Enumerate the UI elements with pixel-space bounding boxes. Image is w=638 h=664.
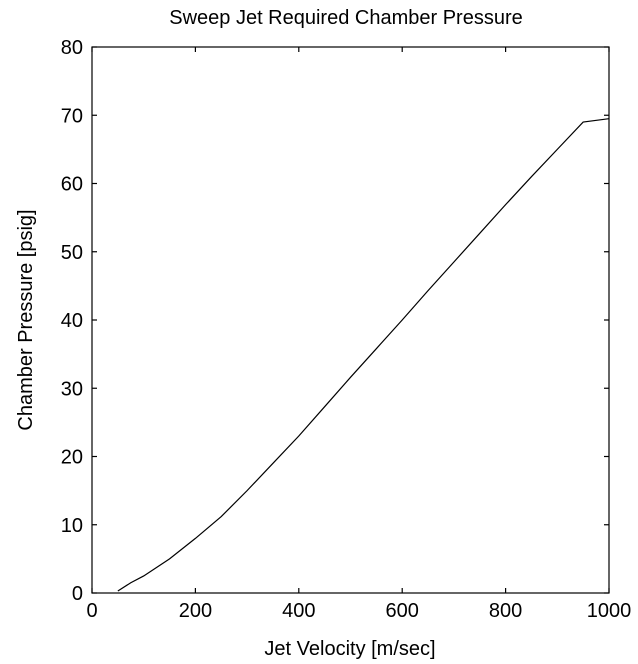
- x-tick-label: 600: [386, 600, 419, 622]
- x-axis-label: Jet Velocity [m/sec]: [264, 638, 435, 660]
- y-tick-label: 80: [61, 37, 83, 59]
- x-tick-label: 0: [86, 600, 97, 622]
- y-tick-label: 70: [61, 105, 83, 127]
- x-tick-label: 800: [489, 600, 522, 622]
- y-tick-label: 20: [61, 447, 83, 469]
- x-tick-label: 1000: [587, 600, 632, 622]
- y-tick-label: 50: [61, 242, 83, 264]
- x-axis: 0 200 400 600 800 1000: [86, 47, 631, 622]
- x-tick-label: 200: [179, 600, 212, 622]
- y-tick-label: 60: [61, 174, 83, 196]
- y-tick-label: 30: [61, 378, 83, 400]
- y-axis: 0 10 20 30 40 50 60 70 80: [61, 37, 609, 605]
- y-axis-label: Chamber Pressure [psig]: [15, 209, 37, 430]
- y-tick-label: 0: [72, 583, 83, 605]
- x-tick-label: 400: [282, 600, 315, 622]
- series-line: [117, 118, 610, 592]
- plot-area: [91, 46, 610, 594]
- y-tick-label: 10: [61, 515, 83, 537]
- y-tick-label: 40: [61, 310, 83, 332]
- chart-title: Sweep Jet Required Chamber Pressure: [169, 7, 523, 29]
